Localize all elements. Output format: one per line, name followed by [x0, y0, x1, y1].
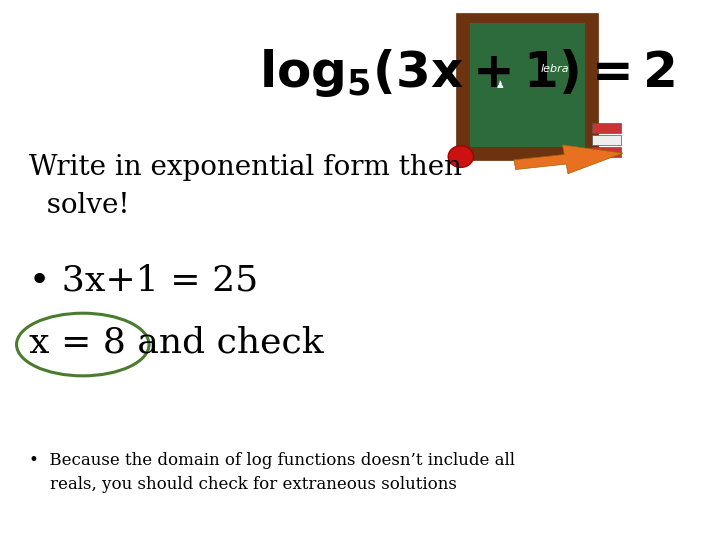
Text: $\mathbf{log_5(3x + 1) = 2}$: $\mathbf{log_5(3x + 1) = 2}$ [259, 47, 675, 99]
Bar [592, 123, 621, 133]
Ellipse shape [448, 146, 474, 167]
FancyArrow shape [514, 145, 623, 174]
Text: ♟: ♟ [495, 80, 504, 90]
Text: •  Because the domain of log functions doesn’t include all
    reals, you should: • Because the domain of log functions do… [29, 453, 515, 492]
Text: • 3x+1 = 25: • 3x+1 = 25 [29, 264, 258, 298]
Bar [592, 147, 621, 157]
Text: lebra: lebra [541, 64, 570, 74]
FancyBboxPatch shape [461, 18, 594, 156]
FancyBboxPatch shape [470, 23, 585, 147]
Text: Write in exponential form then
  solve!: Write in exponential form then solve! [29, 154, 462, 219]
Bar [592, 135, 621, 145]
Text: x = 8 and check: x = 8 and check [29, 326, 323, 360]
